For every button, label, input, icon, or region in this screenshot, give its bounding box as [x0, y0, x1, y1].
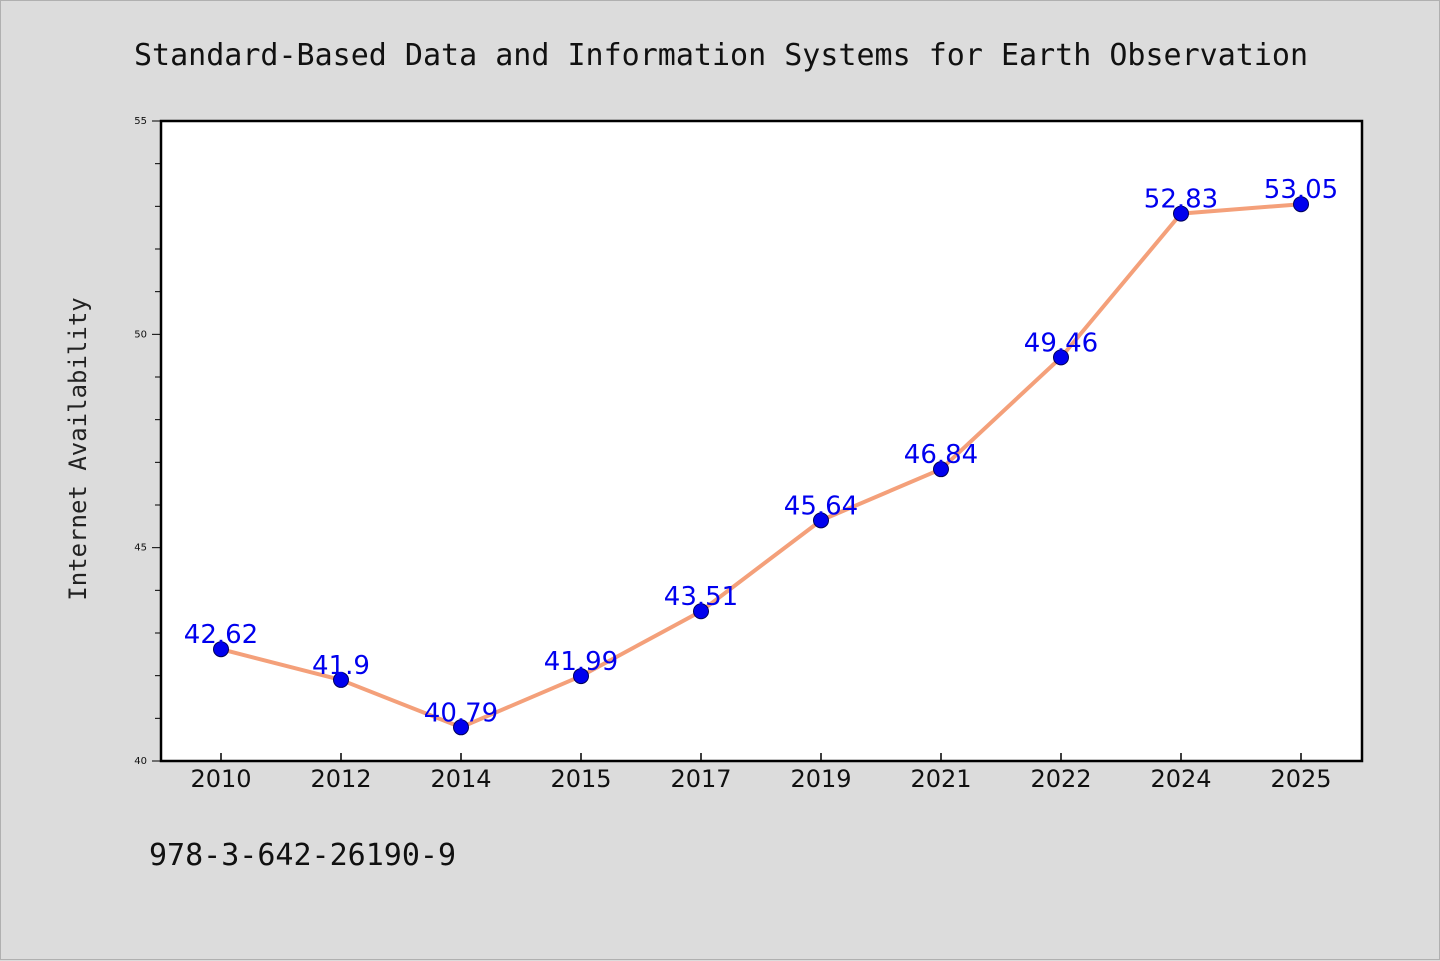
- data-labels: 42.62 41.9 40.79 41.99 43.51 45.64 46.84 49.46 5…: [184, 175, 1338, 728]
- data-point: [693, 603, 709, 620]
- data-point: [453, 719, 469, 736]
- data-point: [933, 461, 949, 478]
- data-label: 53.05: [1264, 175, 1338, 205]
- x-tick-label: 2014: [430, 765, 491, 793]
- plot-area: [159, 119, 1364, 763]
- data-label: 40.79: [424, 698, 498, 728]
- data-label: 46.84: [904, 440, 978, 470]
- x-tick-label: 2015: [550, 765, 611, 793]
- data-label: 49.46: [1024, 328, 1098, 358]
- x-axis: 2010 2012 2014 2015 2017 2019 2021 2022 2024 2025: [190, 753, 1332, 793]
- series-line: [219, 202, 1303, 730]
- x-tick-label: 2021: [910, 765, 971, 793]
- x-tick-label: 2019: [790, 765, 851, 793]
- x-tick-label: 2012: [310, 765, 371, 793]
- y-tick-label: 40: [134, 756, 147, 767]
- data-markers: [213, 196, 1309, 736]
- y-tick-label: 50: [134, 329, 147, 340]
- x-tick-label: 2025: [1270, 765, 1331, 793]
- y-axis-label: Internet Availability: [64, 297, 92, 600]
- x-tick-label: 2024: [1150, 765, 1211, 793]
- data-label: 41.9: [312, 651, 370, 681]
- x-tick-label: 2017: [670, 765, 731, 793]
- data-point: [213, 641, 229, 658]
- data-label: 43.51: [664, 582, 738, 612]
- y-tick-label: 55: [134, 116, 147, 127]
- data-point: [1053, 349, 1069, 366]
- data-point: [1173, 205, 1189, 222]
- x-tick-label: 2010: [190, 765, 251, 793]
- data-point: [573, 668, 589, 685]
- data-point: [333, 671, 349, 688]
- chart-title: Standard-Based Data and Information Syst…: [134, 38, 1308, 73]
- x-tick-label: 2022: [1030, 765, 1091, 793]
- data-label: 41.99: [544, 647, 618, 677]
- y-tick-label: 45: [134, 543, 147, 554]
- data-point: [813, 512, 829, 529]
- y-axis: 40 45 50 55: [134, 116, 161, 767]
- data-label: 45.64: [784, 491, 858, 521]
- data-point: [1293, 196, 1309, 213]
- isbn-footer: 978-3-642-26190-9: [149, 838, 456, 873]
- data-label: 42.62: [184, 620, 258, 650]
- data-label: 52.83: [1144, 185, 1218, 215]
